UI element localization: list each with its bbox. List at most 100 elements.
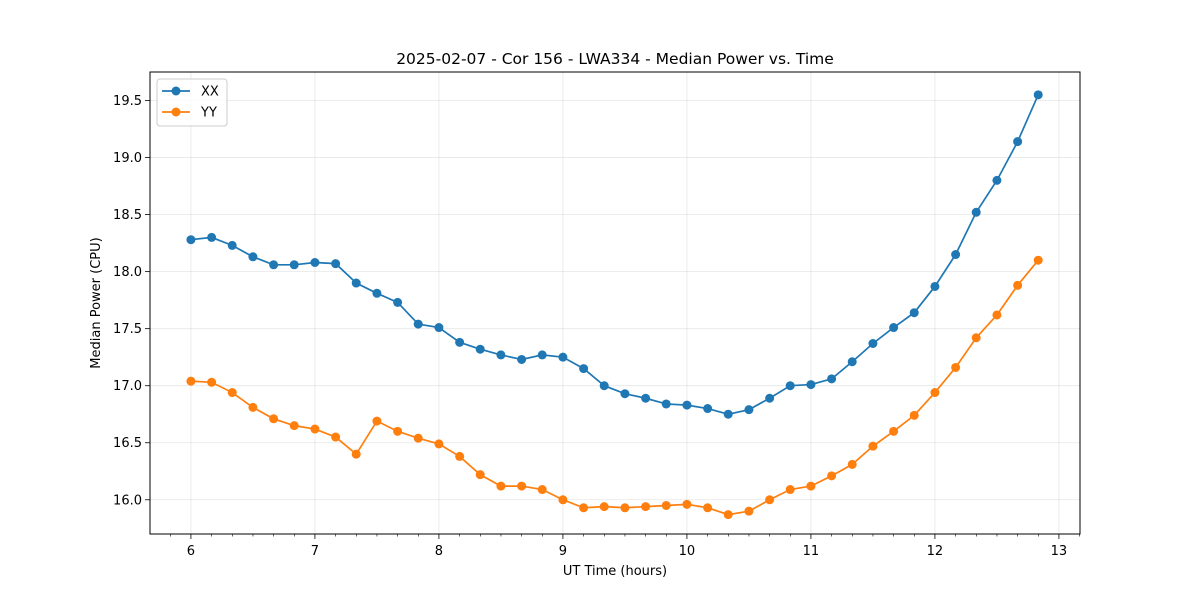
data-point-xx bbox=[393, 297, 403, 307]
data-point-yy bbox=[806, 481, 816, 491]
x-tick-label: 8 bbox=[435, 544, 443, 559]
data-point-xx bbox=[372, 288, 382, 298]
data-point-yy bbox=[351, 449, 361, 459]
data-point-yy bbox=[372, 416, 382, 426]
data-point-xx bbox=[227, 240, 237, 250]
data-point-yy bbox=[227, 388, 237, 398]
data-point-yy bbox=[951, 362, 961, 372]
data-point-yy bbox=[393, 426, 403, 436]
y-tick-label: 17.5 bbox=[113, 322, 142, 337]
legend-label-xx: XX bbox=[201, 85, 219, 100]
y-tick-label: 16.0 bbox=[113, 493, 142, 508]
legend-label-yy: YY bbox=[200, 106, 217, 121]
data-point-yy bbox=[186, 376, 196, 386]
data-point-xx bbox=[537, 350, 547, 360]
data-point-xx bbox=[868, 338, 878, 348]
data-point-yy bbox=[661, 500, 671, 510]
data-point-yy bbox=[310, 424, 320, 434]
data-point-xx bbox=[351, 278, 361, 288]
data-point-yy bbox=[1033, 255, 1043, 265]
data-point-yy bbox=[703, 503, 713, 513]
data-point-yy bbox=[579, 503, 589, 513]
data-point-yy bbox=[331, 432, 341, 442]
data-point-xx bbox=[455, 337, 465, 347]
x-tick-label: 7 bbox=[311, 544, 319, 559]
data-point-yy bbox=[475, 470, 485, 480]
legend: XX YY bbox=[156, 78, 228, 127]
series-line-yy bbox=[190, 259, 1039, 516]
data-point-yy bbox=[827, 471, 837, 481]
x-axis-label: UT Time (hours) bbox=[563, 564, 667, 579]
data-point-xx bbox=[951, 250, 961, 260]
data-point-yy bbox=[537, 485, 547, 495]
data-point-yy bbox=[1013, 280, 1023, 290]
data-point-yy bbox=[971, 333, 981, 343]
series-line-xx bbox=[190, 94, 1039, 416]
data-point-yy bbox=[599, 502, 609, 512]
data-point-xx bbox=[971, 207, 981, 217]
data-point-yy bbox=[620, 503, 630, 513]
data-point-xx bbox=[744, 405, 754, 415]
data-point-yy bbox=[455, 451, 465, 461]
data-point-xx bbox=[785, 381, 795, 391]
data-point-xx bbox=[579, 364, 589, 374]
x-tick-label: 9 bbox=[559, 544, 567, 559]
data-point-xx bbox=[207, 232, 217, 242]
data-point-xx bbox=[496, 350, 506, 360]
series-layer bbox=[186, 90, 1043, 520]
data-point-xx bbox=[1033, 90, 1043, 100]
data-point-yy bbox=[517, 481, 527, 491]
x-tick-label: 10 bbox=[679, 544, 696, 559]
x-tick-label: 13 bbox=[1051, 544, 1068, 559]
data-point-xx bbox=[289, 260, 299, 270]
data-point-xx bbox=[661, 399, 671, 409]
data-point-xx bbox=[331, 259, 341, 269]
data-point-yy bbox=[868, 441, 878, 451]
y-tick-label: 18.5 bbox=[113, 208, 142, 223]
data-point-xx bbox=[413, 319, 423, 329]
y-tick-label: 18.0 bbox=[113, 265, 142, 280]
data-point-yy bbox=[496, 481, 506, 491]
data-point-xx bbox=[248, 252, 258, 262]
y-axis-label: Median Power (CPU) bbox=[89, 237, 104, 368]
data-point-xx bbox=[806, 380, 816, 390]
data-point-yy bbox=[413, 433, 423, 443]
data-point-xx bbox=[475, 344, 485, 354]
x-tick-label: 12 bbox=[927, 544, 944, 559]
data-point-xx bbox=[269, 260, 279, 270]
data-point-yy bbox=[785, 485, 795, 495]
data-point-xx bbox=[620, 389, 630, 399]
data-point-xx bbox=[641, 393, 651, 403]
y-axis: 16.0 16.5 17.0 17.5 18.0 18.5 19.0 19.5 bbox=[113, 94, 150, 508]
data-point-yy bbox=[930, 388, 940, 398]
data-point-yy bbox=[847, 459, 857, 469]
data-point-yy bbox=[434, 439, 444, 449]
data-point-xx bbox=[723, 409, 733, 419]
data-point-yy bbox=[744, 506, 754, 516]
x-tick-label: 6 bbox=[187, 544, 195, 559]
data-point-yy bbox=[765, 495, 775, 505]
data-point-xx bbox=[186, 235, 196, 245]
data-point-yy bbox=[207, 377, 217, 387]
legend-marker-yy bbox=[171, 107, 181, 117]
y-tick-label: 16.5 bbox=[113, 436, 142, 451]
data-point-yy bbox=[889, 426, 899, 436]
data-point-yy bbox=[558, 495, 568, 505]
y-tick-label: 19.5 bbox=[113, 94, 142, 109]
data-point-yy bbox=[992, 310, 1002, 320]
chart-title: 2025-02-07 - Cor 156 - LWA334 - Median P… bbox=[396, 50, 834, 68]
data-point-xx bbox=[930, 281, 940, 291]
data-point-xx bbox=[558, 352, 568, 362]
data-point-xx bbox=[889, 323, 899, 333]
data-point-xx bbox=[310, 258, 320, 268]
data-point-yy bbox=[909, 410, 919, 420]
data-point-yy bbox=[269, 414, 279, 424]
data-point-xx bbox=[827, 374, 837, 384]
y-tick-label: 19.0 bbox=[113, 151, 142, 166]
data-point-xx bbox=[703, 404, 713, 414]
data-point-xx bbox=[434, 323, 444, 333]
data-point-xx bbox=[599, 381, 609, 391]
data-point-yy bbox=[641, 502, 651, 512]
x-tick-label: 11 bbox=[803, 544, 820, 559]
